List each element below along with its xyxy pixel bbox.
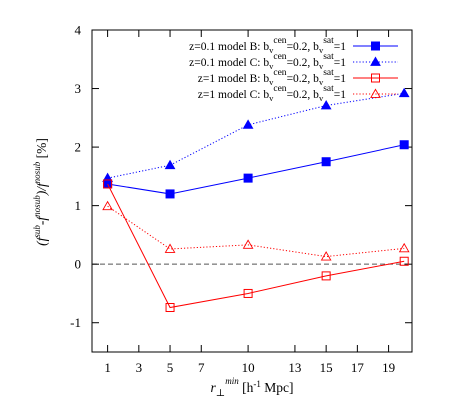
- series-line: [107, 92, 405, 179]
- legend-text-part: =1: [334, 57, 346, 69]
- legend-text-part: z=0.1 model B: b: [189, 41, 269, 53]
- series-4: [102, 200, 410, 261]
- legend-text-part: =0.2, b: [287, 73, 320, 85]
- legend-label: z=0.1 model C: bvcen=0.2, bvsat=1: [189, 52, 346, 71]
- legend-superscript: sat: [323, 84, 334, 94]
- data-point: [398, 87, 410, 98]
- data-point: [243, 288, 253, 298]
- series-line: [107, 205, 405, 258]
- legend-marker: [371, 73, 380, 83]
- legend-subscript: v: [319, 77, 324, 87]
- legend-entry: z=0.1 model C: bvcen=0.2, bvsat=1: [189, 52, 398, 71]
- legend-marker: [371, 41, 380, 51]
- legend-text-part: =1: [334, 41, 346, 53]
- legend-superscript: cen: [273, 52, 286, 62]
- legend-marker: [370, 88, 381, 98]
- legend-text-part: z=1 model C: b: [198, 89, 270, 101]
- legend-subscript: v: [269, 61, 274, 71]
- legend-entry: z=0.1 model B: bvcen=0.2, bvsat=1: [189, 36, 398, 55]
- data-point: [102, 200, 113, 211]
- legend-subscript: v: [319, 45, 324, 55]
- legend-text-part: =1: [334, 89, 346, 101]
- data-point: [242, 239, 254, 249]
- x-tick-label: 15: [320, 360, 333, 375]
- series-line: [107, 183, 405, 309]
- legend-text-part: =0.2, b: [287, 89, 320, 101]
- data-point: [321, 271, 331, 281]
- data-point: [243, 173, 253, 183]
- x-tick-label: 10: [242, 360, 255, 375]
- legend-label: z=1 model B: bvcen=0.2, bvsat=1: [198, 68, 346, 87]
- data-point: [321, 157, 331, 167]
- data-point: [165, 189, 175, 199]
- legend: z=0.1 model B: bvcen=0.2, bvsat=1z=0.1 m…: [189, 36, 398, 103]
- legend-subscript: v: [319, 61, 324, 71]
- x-tick-label: 13: [288, 360, 301, 375]
- y-axis-label-superscript: sub: [32, 225, 42, 238]
- x-axis-label: r⊥min [h-1 Mpc]: [211, 376, 294, 399]
- legend-marker: [370, 56, 381, 66]
- data-point: [165, 303, 175, 313]
- x-axis-label-superscript: min: [225, 376, 239, 386]
- legend-text-part: =1: [334, 73, 346, 85]
- legend-text-part: z=0.1 model C: b: [189, 57, 269, 69]
- legend-text-part: =0.2, b: [287, 41, 320, 53]
- data-point: [398, 242, 410, 253]
- legend-subscript: v: [269, 77, 274, 87]
- series-3: [103, 179, 409, 313]
- x-tick-label: 7: [198, 360, 205, 375]
- y-axis-label-unit: [%]: [34, 138, 49, 162]
- legend-subscript: v: [269, 93, 274, 103]
- y-axis-label-part: )/f: [34, 181, 49, 196]
- legend-label: z=0.1 model B: bvcen=0.2, bvsat=1: [189, 36, 346, 55]
- y-tick-label: 4: [75, 23, 82, 38]
- x-tick-label: 1: [104, 360, 111, 375]
- axis-titles: r⊥min [h-1 Mpc](fsub-fnosub)/fnosub [%]: [32, 138, 293, 399]
- x-tick-label: 5: [167, 360, 174, 375]
- legend-superscript: sat: [323, 52, 334, 62]
- x-axis-label-subscript: ⊥: [216, 388, 225, 399]
- legend-superscript: cen: [273, 84, 286, 94]
- plot-frame: [91, 29, 413, 353]
- x-axis-label-unit: Mpc]: [261, 380, 294, 395]
- x-axis-label-unit-exponent: -1: [253, 379, 261, 389]
- data-point: [399, 256, 409, 266]
- data-point: [103, 179, 113, 189]
- x-axis-label-symbol: r: [211, 380, 217, 395]
- legend-superscript: cen: [273, 68, 286, 78]
- series-2: [102, 87, 410, 183]
- legend-superscript: cen: [273, 36, 286, 46]
- x-tick-label: 3: [136, 360, 143, 375]
- legend-text-part: =0.2, b: [287, 57, 320, 69]
- data-point: [164, 243, 176, 253]
- data-point: [399, 140, 409, 150]
- y-axis-label-part: -f: [34, 215, 49, 225]
- y-tick-label: 1: [75, 198, 82, 213]
- y-axis-label-superscript: nosub: [32, 195, 42, 217]
- legend-subscript: v: [319, 93, 324, 103]
- legend-subscript: v: [269, 45, 274, 55]
- legend-entry: z=1 model C: bvcen=0.2, bvsat=1: [198, 84, 398, 103]
- data-point: [242, 119, 254, 129]
- x-tick-label: 19: [382, 360, 395, 375]
- y-tick-label: 3: [75, 81, 82, 96]
- x-axis-label-unit: [h: [239, 380, 254, 395]
- legend-label: z=1 model C: bvcen=0.2, bvsat=1: [198, 84, 346, 103]
- y-tick-label: -1: [70, 315, 81, 330]
- data-point: [164, 159, 176, 170]
- data-point: [320, 100, 332, 110]
- legend-superscript: sat: [323, 36, 334, 46]
- legend-text-part: z=1 model B: b: [198, 73, 270, 85]
- data-point: [320, 251, 332, 261]
- legend-superscript: sat: [323, 68, 334, 78]
- y-axis-label: (fsub-fnosub)/fnosub [%]: [32, 138, 49, 246]
- legend-entry: z=1 model B: bvcen=0.2, bvsat=1: [198, 68, 398, 87]
- y-tick-label: 2: [75, 140, 82, 155]
- y-axis-label-superscript: nosub: [32, 161, 42, 183]
- y-axis-label-part: (f: [34, 235, 49, 245]
- y-tick-label: 0: [75, 257, 82, 272]
- x-tick-label: 17: [351, 360, 365, 375]
